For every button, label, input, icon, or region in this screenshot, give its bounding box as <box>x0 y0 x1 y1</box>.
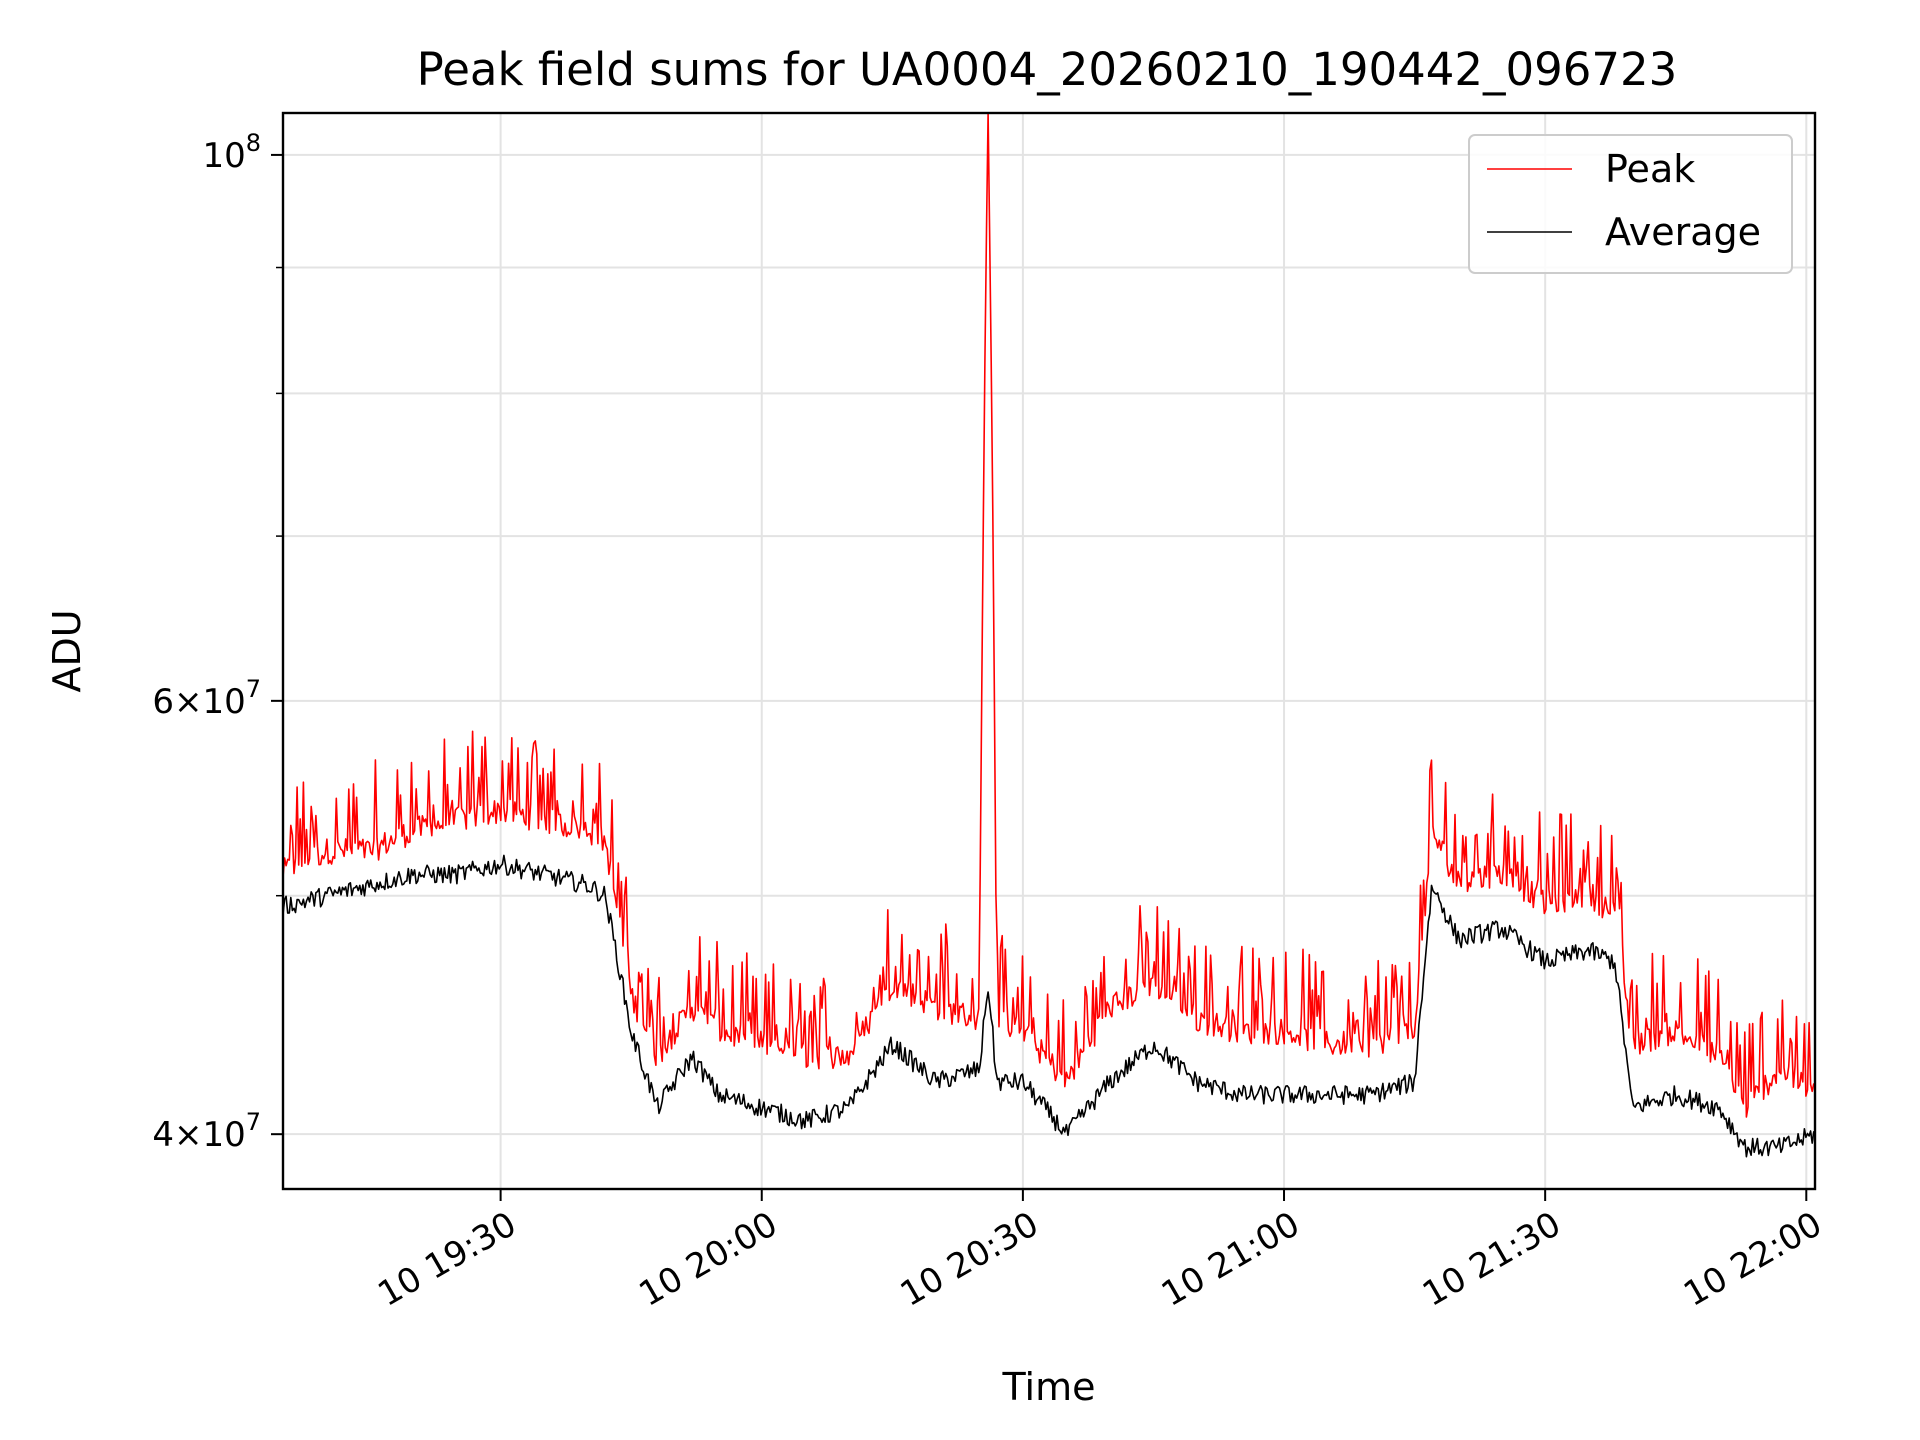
y-tick-label: 6×107 <box>152 675 261 722</box>
series-line-average <box>282 854 1815 1158</box>
y-axis: 4×107 6×107 108 <box>152 129 283 1155</box>
plot-lines <box>282 112 1815 1158</box>
x-axis-label: Time <box>1002 1365 1096 1409</box>
legend: Peak Average <box>1468 134 1793 274</box>
legend-label-average: Average <box>1605 210 1761 254</box>
plot-frame <box>281 111 1817 1191</box>
legend-label-peak: Peak <box>1605 147 1695 191</box>
chart-title: Peak field sums for UA0004_20260210_1904… <box>417 43 1678 96</box>
y-axis-label: ADU <box>45 609 89 692</box>
y-tick-label: 108 <box>202 129 261 176</box>
y-tick-label: 4×107 <box>152 1108 261 1155</box>
series-line-peak <box>282 112 1815 1118</box>
